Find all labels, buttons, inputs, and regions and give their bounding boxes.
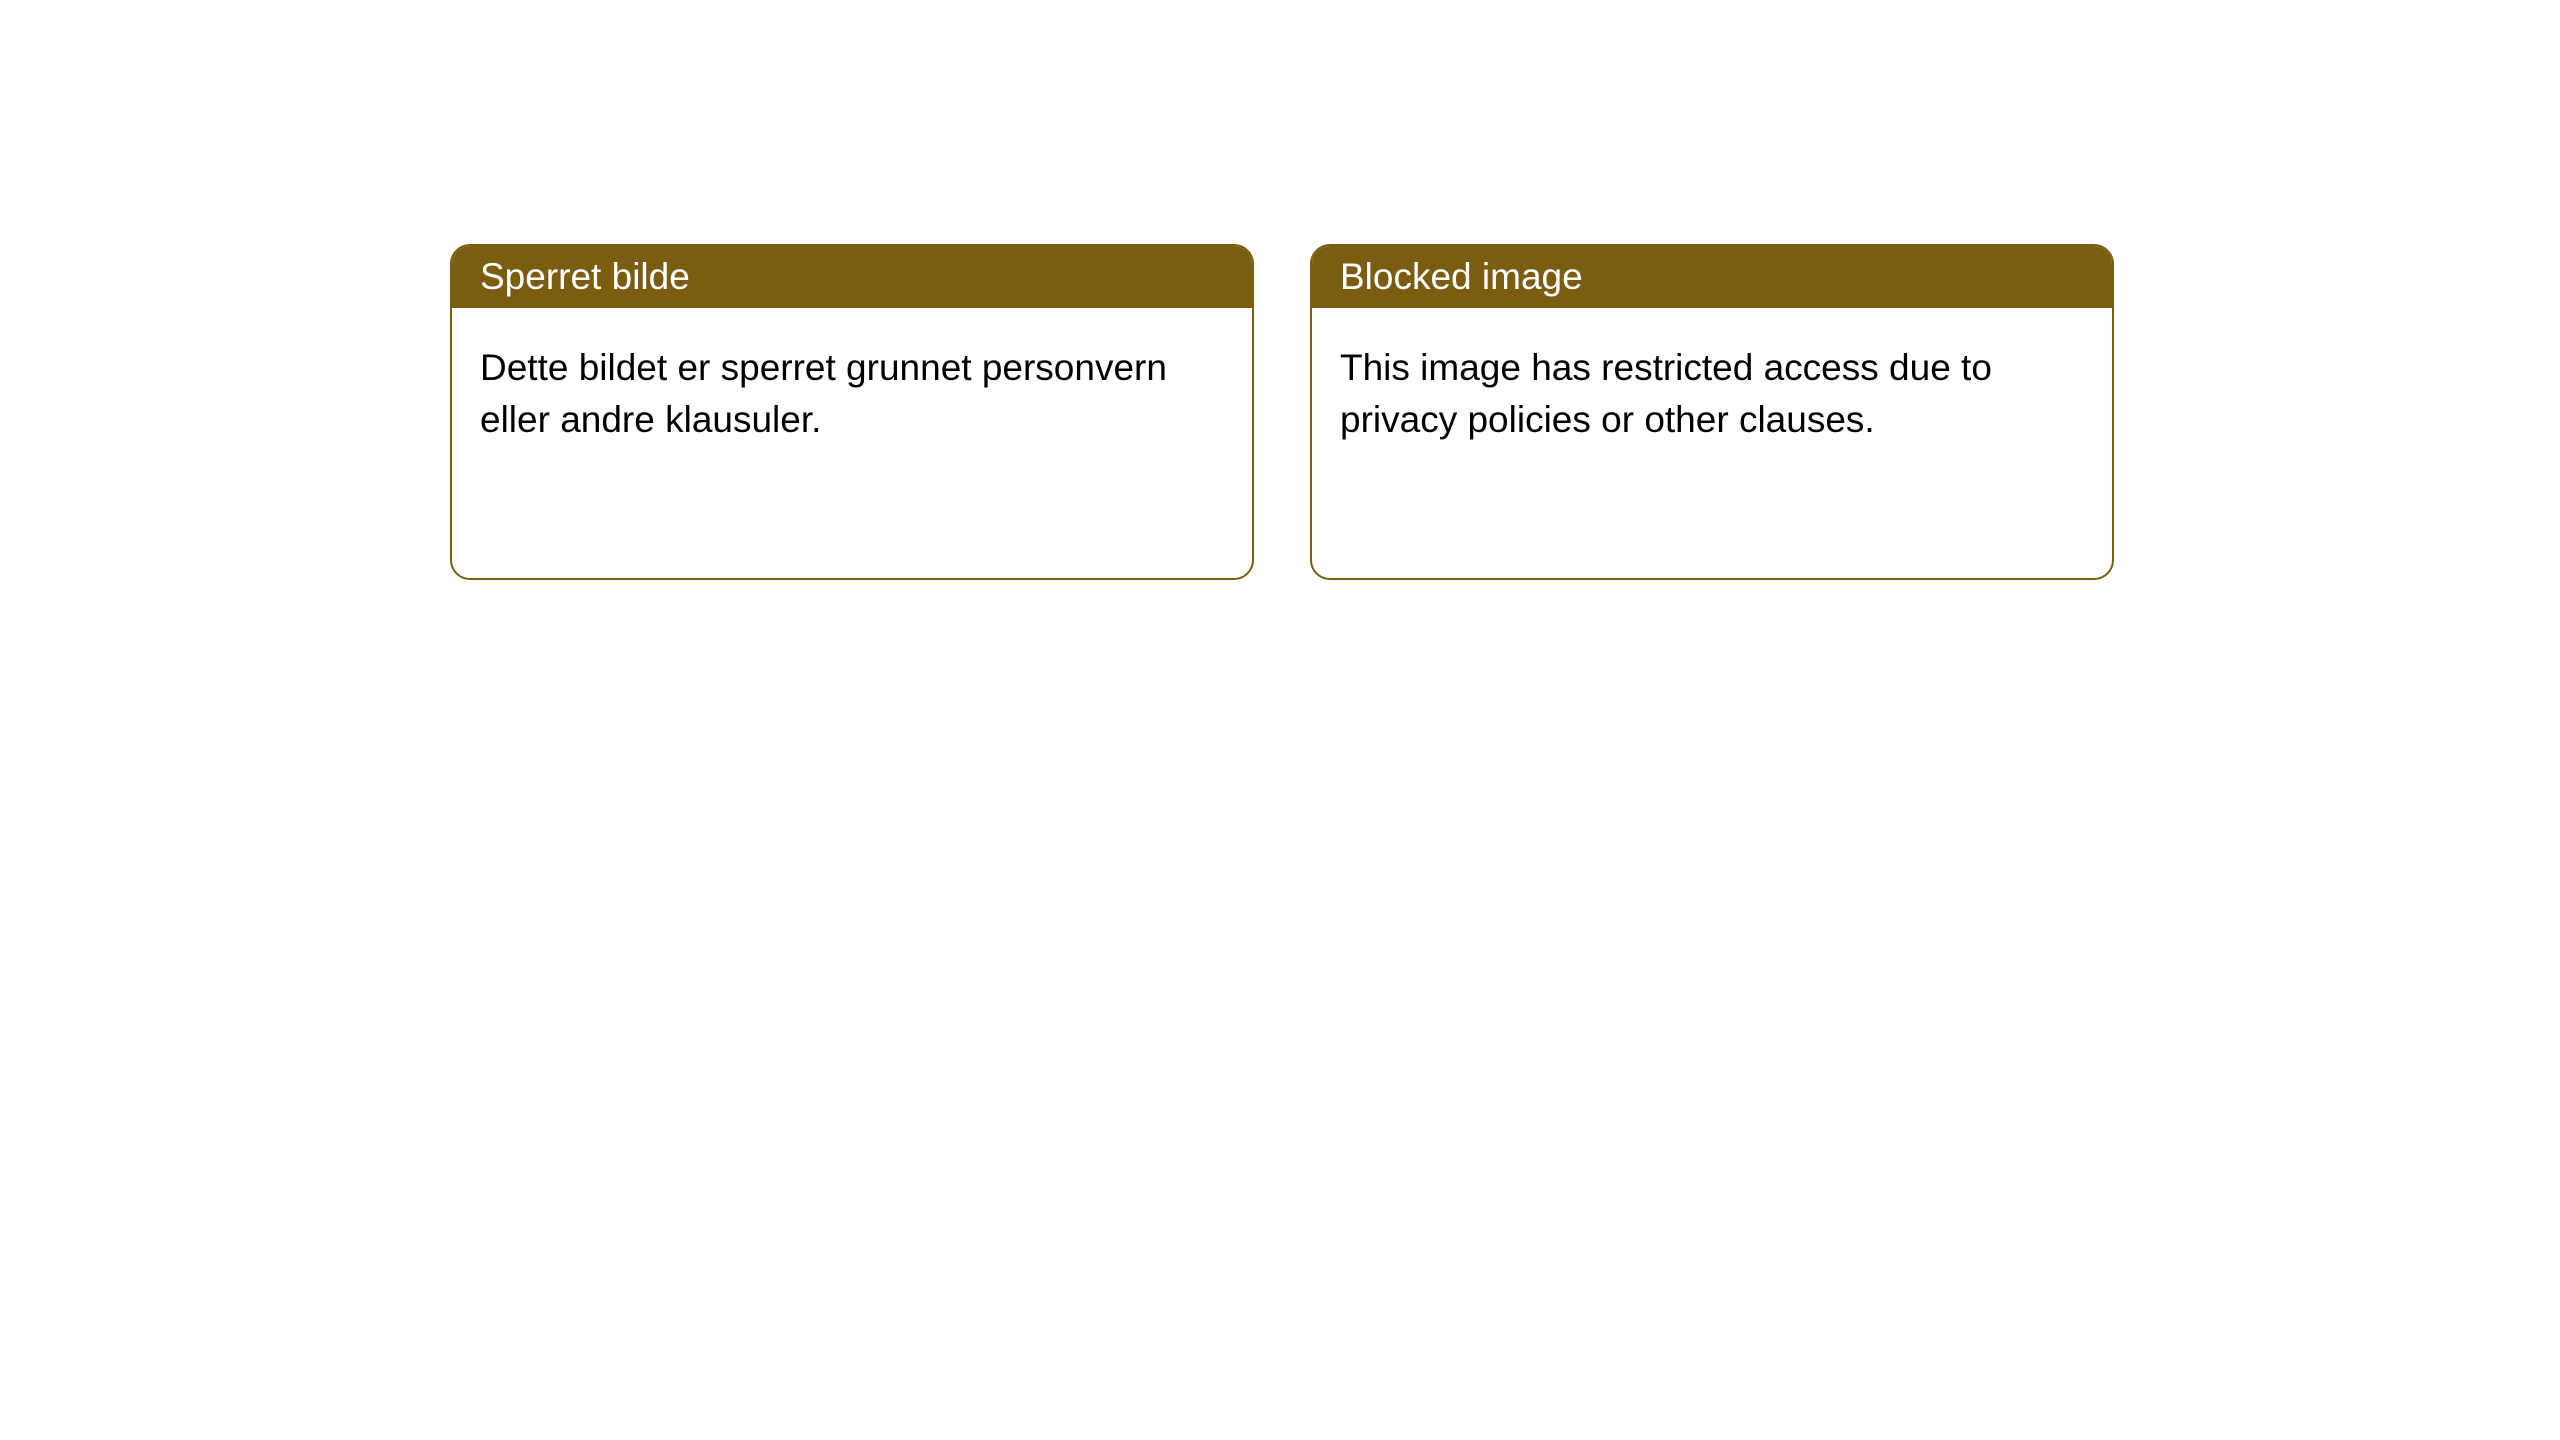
notice-container: Sperret bilde Dette bildet er sperret gr… — [0, 0, 2560, 580]
notice-title-en: Blocked image — [1312, 246, 2112, 308]
notice-card-en: Blocked image This image has restricted … — [1310, 244, 2114, 580]
notice-card-no: Sperret bilde Dette bildet er sperret gr… — [450, 244, 1254, 580]
notice-body-no: Dette bildet er sperret grunnet personve… — [452, 308, 1252, 480]
notice-title-no: Sperret bilde — [452, 246, 1252, 308]
notice-body-en: This image has restricted access due to … — [1312, 308, 2112, 480]
